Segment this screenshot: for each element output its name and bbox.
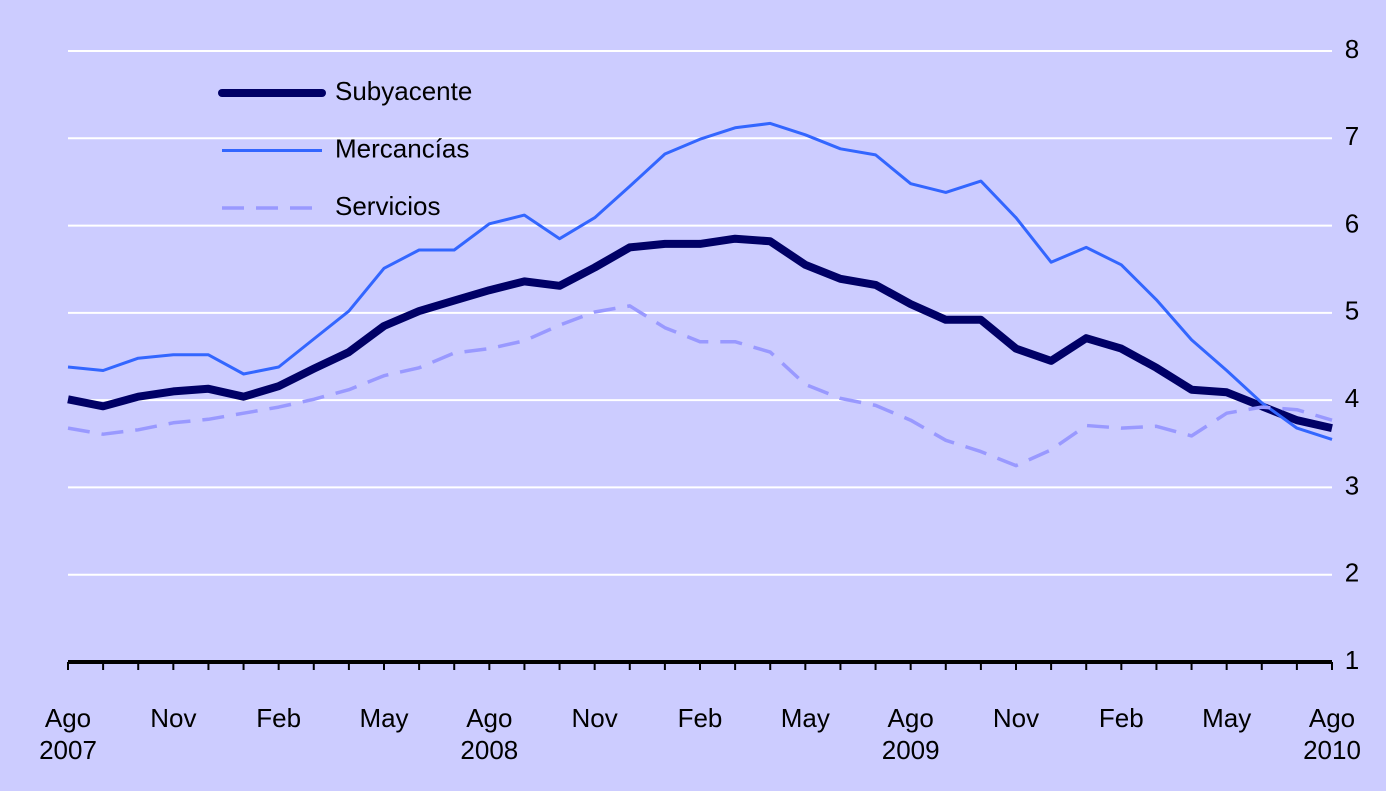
x-tick-label-line: 2008 (460, 735, 518, 765)
x-tick-label-line: 2010 (1303, 735, 1361, 765)
x-tick-label-line: 2007 (39, 735, 97, 765)
x-tick-label: May (1202, 703, 1251, 733)
y-tick-label: 3 (1345, 470, 1359, 500)
x-tick-label-line: Ago (1309, 703, 1355, 733)
y-tick-label: 6 (1345, 208, 1359, 238)
y-tick-label: 8 (1345, 34, 1359, 64)
legend-label: Servicios (335, 191, 440, 221)
series-line (67, 234, 1333, 433)
legend-label: Subyacente (335, 76, 472, 106)
x-tick-label: Feb (1099, 703, 1144, 733)
x-tick-label: Ago 2007 (39, 703, 97, 765)
x-tick-label-line: 2009 (882, 735, 940, 765)
x-tick-label: Ago 2009 (882, 703, 940, 765)
x-tick-label: May (359, 703, 408, 733)
x-tick-label: May (781, 703, 830, 733)
y-tick-label: 5 (1345, 296, 1359, 326)
x-tick-label: Feb (678, 703, 723, 733)
y-tick-label: 2 (1345, 558, 1359, 588)
x-tick-label: Feb (256, 703, 301, 733)
series-line (67, 304, 1333, 468)
x-tick-label-line: Ago (466, 703, 512, 733)
y-tick-label: 4 (1345, 383, 1359, 413)
x-tick-label-line: Ago (888, 703, 934, 733)
x-tick-label: Ago 2010 (1303, 703, 1361, 765)
x-tick-label-line: Ago (45, 703, 91, 733)
series-line (67, 121, 1333, 441)
y-tick-label: 7 (1345, 121, 1359, 151)
x-tick-label: Ago 2008 (460, 703, 518, 765)
y-tick-label: 1 (1345, 645, 1359, 675)
x-tick-label: Nov (150, 703, 196, 733)
legend-label: Mercancías (335, 133, 469, 163)
x-tick-label: Nov (993, 703, 1039, 733)
x-tick-label: Nov (572, 703, 618, 733)
